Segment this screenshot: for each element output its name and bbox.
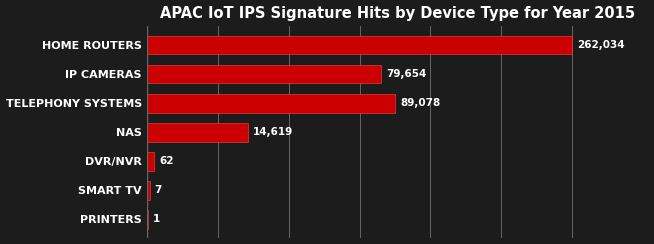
Bar: [147, 65, 381, 83]
Text: 62: 62: [159, 156, 173, 166]
Text: 14,619: 14,619: [252, 127, 293, 137]
Bar: [147, 181, 150, 200]
Bar: [147, 36, 572, 54]
Text: 262,034: 262,034: [577, 40, 625, 50]
Text: 7: 7: [154, 185, 162, 195]
Bar: [147, 94, 395, 112]
Bar: [147, 152, 154, 171]
Text: 89,078: 89,078: [400, 98, 440, 108]
Text: 1: 1: [153, 214, 160, 224]
Title: APAC IoT IPS Signature Hits by Device Type for Year 2015: APAC IoT IPS Signature Hits by Device Ty…: [160, 6, 636, 20]
Text: 79,654: 79,654: [387, 69, 427, 79]
Bar: [147, 210, 148, 229]
Bar: [147, 123, 248, 142]
